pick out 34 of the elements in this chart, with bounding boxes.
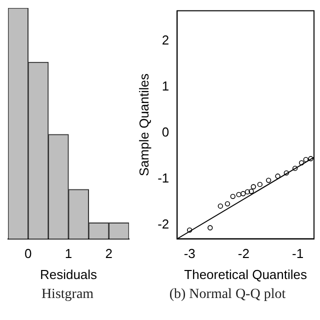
y-tick-label: 2 — [162, 32, 170, 48]
point — [236, 192, 242, 198]
y-tick-label: -1 — [158, 170, 170, 186]
point — [208, 225, 213, 230]
point — [224, 201, 230, 206]
x-tick-label: -1 — [292, 246, 304, 262]
x-axis-title: Theoretical Quantiles — [184, 266, 308, 282]
text: Histgram — [41, 287, 94, 303]
point — [308, 156, 314, 162]
y-tick-label: 1 — [162, 78, 170, 94]
point — [292, 166, 298, 171]
point — [250, 184, 256, 190]
point — [298, 160, 304, 166]
point — [187, 227, 192, 233]
point — [218, 203, 224, 209]
point — [240, 191, 246, 196]
point — [257, 182, 263, 188]
x-axis-title: Residuals — [40, 266, 98, 282]
y-axis-title: Sample Quantiles — [136, 73, 152, 176]
x-tick-label: 0 — [24, 246, 32, 262]
y-tick-label: -2 — [158, 216, 170, 232]
x-tick-label: 1 — [64, 246, 72, 262]
point — [275, 174, 280, 179]
point — [248, 188, 254, 194]
point — [244, 189, 250, 194]
point — [284, 170, 290, 176]
y-tick-label: 0 — [162, 124, 170, 140]
x-tick-label: -3 — [184, 246, 196, 262]
x-tick-label: 2 — [105, 246, 112, 262]
point — [230, 194, 236, 200]
text: (b) Normal Q-Q plot — [169, 287, 286, 303]
point — [266, 178, 272, 183]
x-tick-label: -2 — [238, 246, 250, 262]
point — [303, 156, 308, 162]
